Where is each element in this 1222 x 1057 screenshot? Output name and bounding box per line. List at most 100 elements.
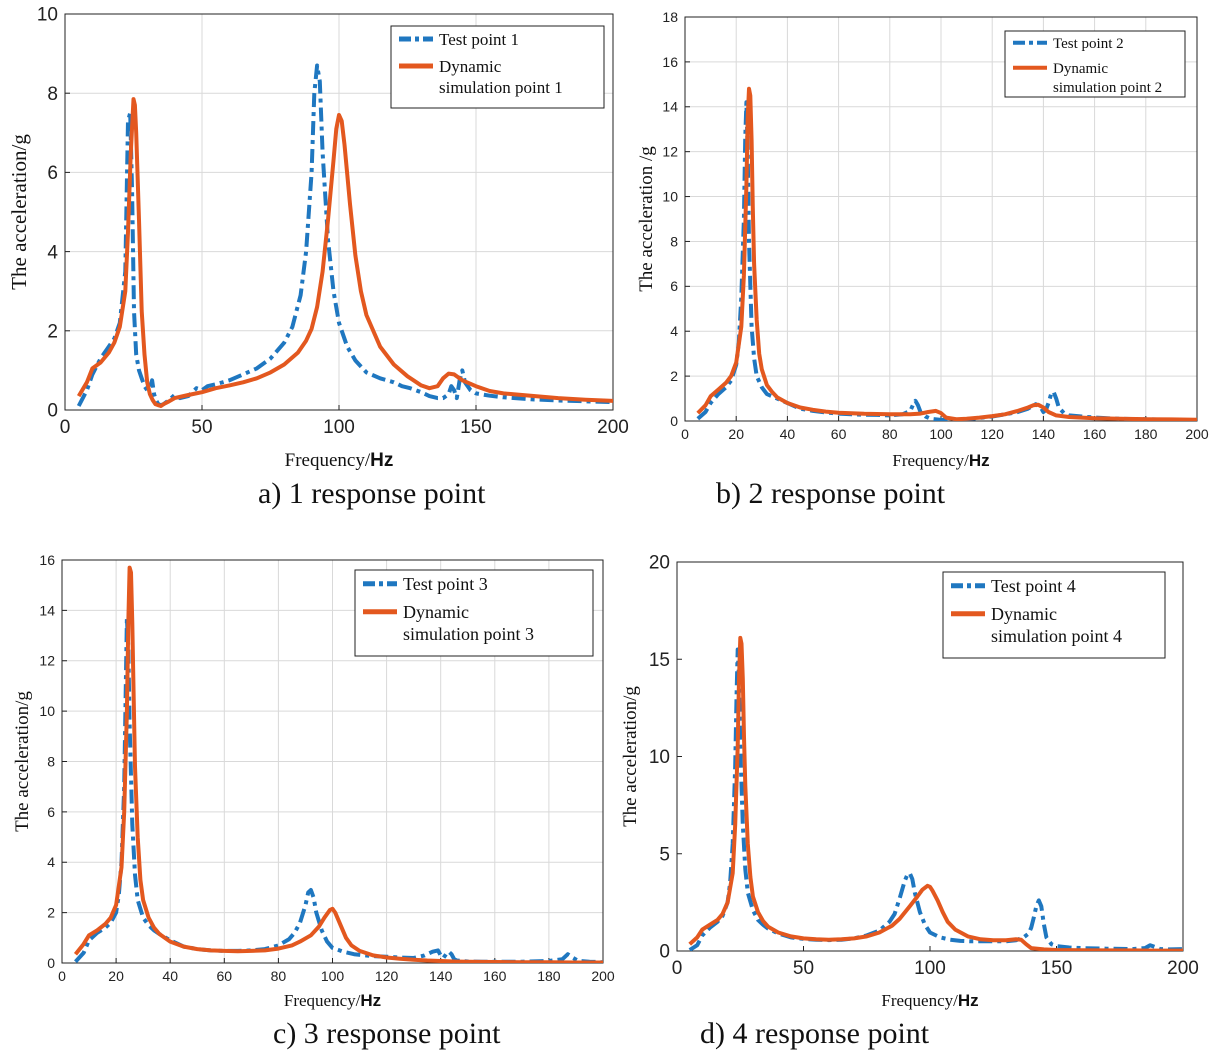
x-tick-label: 180	[1134, 426, 1158, 442]
x-tick-label: 200	[591, 968, 615, 984]
y-tick-label: 10	[37, 5, 58, 26]
y-tick-label: 4	[670, 323, 678, 339]
y-tick-label: 8	[47, 753, 55, 769]
x-tick-label: 20	[728, 426, 744, 442]
series-test-line	[696, 100, 1197, 421]
x-tick-label: 80	[271, 968, 287, 984]
series-test-line	[74, 615, 603, 963]
y-tick-label: 2	[670, 368, 678, 384]
y-tick-label: 4	[47, 854, 55, 870]
x-tick-label: 0	[672, 958, 683, 979]
x-axis-title: Frequency/Hz	[285, 450, 394, 471]
y-tick-label: 12	[39, 653, 55, 669]
x-tick-label: 140	[429, 968, 453, 984]
x-tick-label: 120	[981, 426, 1005, 442]
x-tick-label: 40	[162, 968, 178, 984]
x-axis-title: Frequency/Hz	[881, 991, 978, 1010]
y-tick-label: 8	[670, 233, 678, 249]
x-tick-label: 60	[217, 968, 233, 984]
y-tick-label: 4	[47, 242, 58, 263]
x-tick-label: 200	[1185, 426, 1209, 442]
chart-caption-2: b) 2 response point	[716, 477, 946, 510]
y-axis-title: The acceleration /g	[636, 146, 657, 292]
series-test-line	[76, 63, 613, 408]
series-simulation-line	[76, 97, 613, 408]
y-tick-label: 5	[659, 844, 670, 865]
y-tick-label: 16	[39, 552, 55, 568]
x-tick-label: 200	[1167, 958, 1199, 979]
y-tick-label: 16	[662, 54, 678, 70]
chart-svg-4: 0 50 100 150 200 0 5 10 15 20 Frequency/Hz The acce…	[620, 553, 1199, 1010]
x-tick-label: 50	[793, 958, 814, 979]
x-tick-label: 140	[1032, 426, 1056, 442]
y-tick-label: 20	[649, 553, 670, 574]
y-axis-title: The acceleration/g	[620, 686, 641, 827]
x-axis-title: Frequency/Hz	[892, 451, 989, 470]
y-tick-label: 15	[649, 650, 670, 671]
y-tick-label: 14	[39, 602, 55, 618]
y-tick-label: 8	[47, 84, 58, 105]
grid	[61, 559, 604, 964]
chart-svg-1: 0 50 100 150 200 0 2 4 6 8 10 Frequency/Hz The accel…	[7, 5, 629, 471]
x-tick-label: 160	[1083, 426, 1107, 442]
x-tick-label: 0	[681, 426, 689, 442]
x-tick-label: 20	[108, 968, 124, 984]
legend: Test point 2 Dynamic simulation point 2	[1004, 30, 1186, 98]
series-simulation-line	[73, 565, 603, 963]
y-axis-title: The acceleration/g	[7, 134, 31, 290]
y-tick-label: 6	[670, 278, 678, 294]
x-tick-label: 100	[321, 968, 345, 984]
y-tick-label: 2	[47, 905, 55, 921]
x-tick-label: 40	[780, 426, 796, 442]
chart-svg-3: 0 20 40 60 80 100 120 140 160 180 200 0 2 4 6 8 10 12 14 16…	[12, 552, 615, 1010]
x-tick-label: 80	[882, 426, 898, 442]
chart-caption-4: d) 4 response point	[700, 1017, 930, 1050]
y-tick-label: 6	[47, 804, 55, 820]
y-axis-title: The acceleration/g	[12, 691, 33, 832]
legend-label-simulation: Dynamic simulation point 4	[991, 604, 1122, 646]
x-tick-label: 0	[58, 968, 66, 984]
x-tick-label: 160	[483, 968, 507, 984]
legend-box	[1004, 30, 1186, 98]
legend-label-test: Test point 3	[403, 574, 488, 594]
y-tick-label: 10	[649, 747, 670, 768]
y-tick-label: 0	[47, 955, 55, 971]
chart-svg-2: 0 20 40 60 80 100 120 140 160 180 200 0 2 4 6 8 10 12 14 16…	[636, 9, 1209, 470]
x-tick-label: 0	[60, 417, 71, 438]
legend-label-simulation: Dynamic simulation point 3	[403, 602, 534, 644]
series-simulation-line	[688, 635, 1183, 951]
y-tick-label: 18	[662, 9, 678, 25]
chart-panel-3: 0 20 40 60 80 100 120 140 160 180 200 0 2 4 6 8 10 12 14 16…	[0, 540, 630, 1057]
y-tick-label: 0	[47, 401, 58, 422]
chart-caption-3: c) 3 response point	[273, 1017, 501, 1050]
legend: Test point 1 Dynamic simulation point 1	[390, 25, 605, 109]
y-tick-label: 12	[662, 144, 678, 160]
x-tick-label: 100	[929, 426, 953, 442]
legend-label-test: Test point 1	[439, 30, 519, 49]
x-tick-label: 180	[537, 968, 561, 984]
legend-label-test: Test point 4	[991, 576, 1076, 596]
chart-panel-2: 0 20 40 60 80 100 120 140 160 180 200 0 2 4 6 8 10 12 14 16…	[630, 0, 1222, 520]
legend-label-simulation: Dynamic simulation point 1	[439, 57, 563, 97]
x-tick-label: 120	[375, 968, 399, 984]
x-tick-label: 200	[597, 417, 629, 438]
x-axis-title: Frequency/Hz	[284, 991, 381, 1010]
x-tick-label: 150	[460, 417, 492, 438]
series-simulation-line	[696, 86, 1197, 421]
x-tick-label: 150	[1041, 958, 1073, 979]
y-tick-label: 10	[662, 188, 678, 204]
chart-caption-1: a) 1 response point	[258, 477, 486, 510]
legend-label-simulation: Dynamic simulation point 2	[1053, 61, 1162, 96]
y-tick-label: 0	[670, 413, 678, 429]
y-tick-label: 6	[47, 163, 58, 184]
series-test-line	[688, 647, 1183, 951]
x-tick-label: 100	[914, 958, 946, 979]
x-tick-label: 60	[831, 426, 847, 442]
legend: Test point 4 Dynamic simulation point 4	[942, 571, 1166, 659]
y-tick-label: 10	[39, 703, 55, 719]
y-tick-label: 0	[659, 942, 670, 963]
chart-panel-1: 0 50 100 150 200 0 2 4 6 8 10 Frequency/Hz The accel…	[0, 0, 640, 520]
y-tick-label: 2	[47, 321, 58, 342]
x-tick-label: 50	[191, 417, 212, 438]
y-tick-label: 14	[662, 99, 678, 115]
